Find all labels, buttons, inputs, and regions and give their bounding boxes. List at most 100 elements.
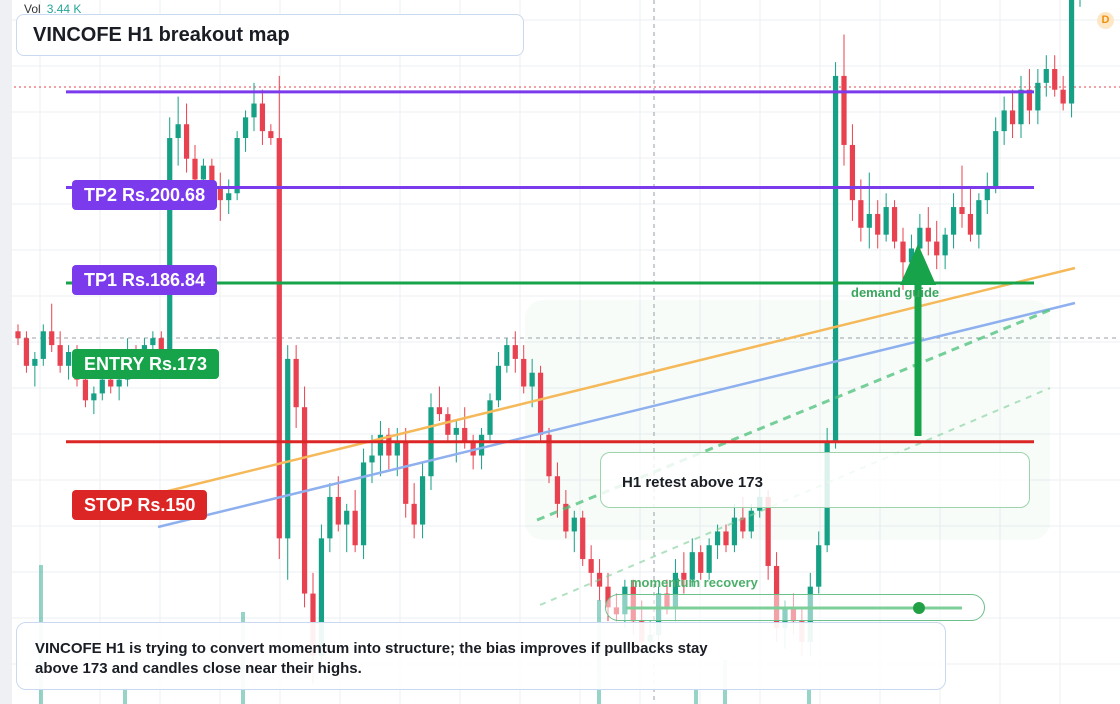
candle-body — [403, 441, 409, 504]
candle-body — [23, 338, 30, 366]
candle-body — [327, 496, 333, 539]
candle-body — [765, 496, 771, 566]
retest-callout: H1 retest above 173 — [600, 452, 1030, 508]
candle-body — [866, 213, 872, 228]
candle-body — [369, 455, 375, 463]
tp2-level-label[interactable]: TP2 Rs.200.68 — [72, 180, 218, 210]
candle-body — [445, 414, 451, 435]
candle-body — [934, 241, 940, 256]
candle-body — [883, 207, 889, 235]
candle-body — [436, 407, 443, 415]
candle-body — [563, 503, 569, 532]
candle-body — [419, 476, 426, 525]
demand-guide-label: demand guide — [851, 285, 940, 300]
interval-badge[interactable]: D — [1097, 12, 1114, 29]
candle-body — [714, 531, 721, 546]
candle-body — [1026, 89, 1033, 111]
chart-title: VINCOFE H1 breakout map — [16, 14, 524, 56]
candle-body — [394, 441, 400, 456]
candle-body — [150, 338, 156, 346]
candle-body — [293, 358, 299, 408]
stop-level-label[interactable]: STOP Rs.150 — [72, 490, 208, 520]
candle-body — [967, 213, 974, 235]
candle-body — [285, 358, 291, 539]
momentum-recovery-label: momentum recovery — [630, 575, 758, 590]
candle-body — [167, 138, 173, 359]
trend-line — [157, 301, 1076, 529]
candle-body — [537, 372, 544, 435]
candle-body — [344, 510, 350, 525]
candle-body — [925, 227, 931, 242]
candle-body — [849, 144, 856, 201]
candle-body — [672, 572, 679, 608]
candle-body — [917, 227, 923, 249]
candle-body — [192, 158, 198, 180]
candle-body — [183, 124, 190, 159]
candle-body — [1068, 0, 1075, 104]
candle-body — [875, 213, 881, 235]
momentum-slider-track — [626, 602, 962, 614]
candle-body — [731, 517, 738, 546]
candle-body — [504, 345, 510, 366]
volume-label: Vol — [24, 2, 41, 16]
candle-body — [15, 331, 21, 339]
candle-body — [950, 207, 957, 235]
candle-body — [580, 517, 586, 560]
candle-body — [1035, 82, 1041, 111]
candle-body — [386, 434, 392, 456]
candle-body — [259, 103, 266, 132]
volume-readout: Vol 3.44 K — [24, 2, 81, 16]
candle-body — [529, 372, 535, 387]
candle-body — [681, 572, 687, 580]
candle-body — [841, 75, 847, 145]
candle-body — [900, 241, 906, 263]
candle-body — [816, 545, 822, 587]
candle-body — [698, 552, 704, 573]
entry-level-label[interactable]: ENTRY Rs.173 — [72, 349, 220, 379]
candle-body — [276, 138, 282, 539]
candle-body — [740, 517, 746, 532]
summary-line-2: above 173 and candles close near their h… — [35, 660, 362, 677]
momentum-slider-handle[interactable] — [913, 602, 925, 614]
candle-body — [706, 545, 712, 573]
candle-body — [1052, 69, 1058, 90]
candle-body — [335, 496, 341, 525]
volume-bar — [807, 690, 811, 704]
candle-body — [832, 75, 839, 442]
candle-body — [226, 193, 232, 201]
candle-body — [512, 345, 518, 359]
demand-guide-line — [159, 266, 1076, 495]
candle-body — [689, 552, 695, 580]
candle-body — [116, 379, 122, 387]
candle-body — [318, 538, 325, 656]
candle-body — [984, 186, 990, 201]
candle-body — [891, 207, 898, 242]
summary-callout: VINCOFE H1 is trying to convert momentum… — [16, 622, 946, 690]
candle-body — [158, 338, 164, 359]
candle-body — [1018, 89, 1024, 125]
candle-body — [495, 365, 502, 401]
candle-body — [1060, 89, 1066, 104]
candle-body — [217, 186, 223, 201]
candle-body — [858, 200, 864, 228]
candle-body — [487, 400, 493, 435]
momentum-slider[interactable] — [605, 594, 985, 621]
candle-body — [251, 103, 257, 118]
summary-line-1: VINCOFE H1 is trying to convert momentum… — [35, 640, 708, 657]
candle-body — [268, 131, 274, 139]
candle-body — [108, 379, 114, 387]
candle-body — [91, 393, 97, 401]
candle-body — [1009, 110, 1016, 125]
candle-body — [723, 531, 729, 546]
candle-body — [234, 138, 240, 194]
candle-body — [49, 331, 55, 346]
candle-body — [200, 165, 207, 180]
candle-body — [470, 441, 476, 456]
candle-body — [588, 559, 594, 573]
candle-body — [99, 379, 105, 394]
volume-bar — [694, 690, 698, 704]
volume-bar — [123, 688, 127, 704]
tp1-level-label[interactable]: TP1 Rs.186.84 — [72, 265, 218, 295]
candle-body — [478, 434, 485, 456]
candle-body — [462, 427, 468, 442]
